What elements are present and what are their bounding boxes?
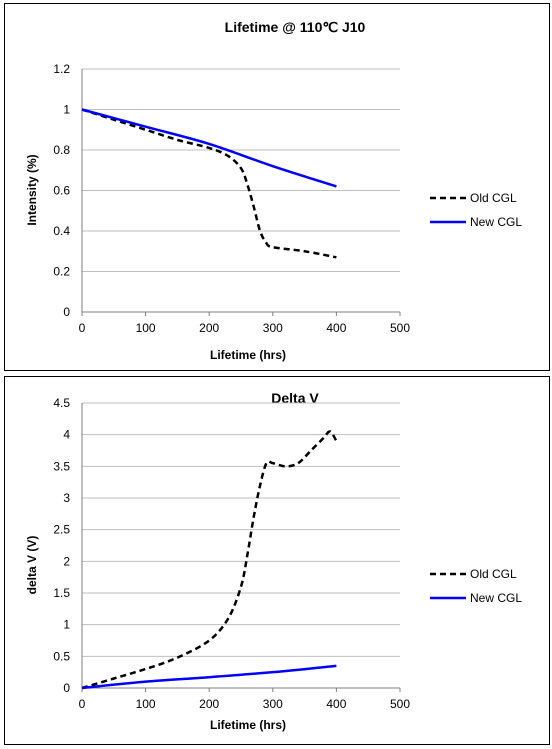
x-tick-label: 500 — [390, 697, 410, 711]
y-tick-label: 0 — [63, 305, 70, 319]
x-tick-label: 0 — [79, 321, 86, 335]
x-tick-label: 300 — [263, 321, 283, 335]
x-tick-label: 200 — [199, 321, 219, 335]
chart-panel-delta-v: Delta V Lifetime (hrs) delta V (V) 0 0.5 1… — [4, 376, 550, 745]
x-tick-label: 400 — [326, 321, 346, 335]
series-line-old-cgl — [82, 110, 336, 258]
chart-title: Delta V — [271, 390, 319, 406]
series-line-new-cgl — [82, 666, 336, 688]
y-tick-label: 4.5 — [53, 396, 70, 410]
series-line-old-cgl — [82, 431, 336, 688]
x-tick-label: 400 — [326, 697, 346, 711]
y-tick-label: 1 — [63, 618, 70, 632]
plot-area: 0 0.5 1 1.5 2 2.5 3 3.5 4 4.5 0 100 200 300 400 500 — [53, 396, 410, 711]
y-tick-label: 4 — [63, 428, 70, 442]
y-tick-label: 0.4 — [53, 224, 70, 238]
y-tick-label: 3.5 — [53, 459, 70, 473]
x-tick-label: 300 — [263, 697, 283, 711]
y-axis-label: delta V (V) — [25, 536, 39, 595]
y-tick-label: 0.6 — [53, 184, 70, 198]
x-tick-label: 0 — [79, 697, 86, 711]
x-tick-label: 500 — [390, 321, 410, 335]
legend-label: New CGL — [470, 591, 522, 605]
y-tick-label: 1.2 — [53, 62, 70, 76]
y-tick-label: 0.5 — [53, 649, 70, 663]
chart-panel-lifetime: Lifetime @ 110℃ J10 Lifetime (hrs) Inten… — [4, 3, 550, 371]
chart-title: Lifetime @ 110℃ J10 — [225, 19, 366, 35]
plot-area: 0 0.2 0.4 0.6 0.8 1 1.2 0 100 200 300 400 500 — [53, 62, 410, 335]
y-tick-label: 0.8 — [53, 143, 70, 157]
y-tick-label: 3 — [63, 491, 70, 505]
legend-label: Old CGL — [470, 567, 517, 581]
x-axis-label: Lifetime (hrs) — [210, 718, 286, 732]
legend: Old CGL New CGL — [430, 567, 522, 605]
legend-label: New CGL — [470, 215, 522, 229]
x-axis-label: Lifetime (hrs) — [210, 348, 286, 362]
y-tick-label: 0 — [63, 681, 70, 695]
lifetime-chart: Lifetime @ 110℃ J10 Lifetime (hrs) Inten… — [5, 4, 551, 372]
delta-v-chart: Delta V Lifetime (hrs) delta V (V) 0 0.5 1… — [5, 377, 551, 746]
y-tick-label: 1 — [63, 103, 70, 117]
y-tick-label: 0.2 — [53, 265, 70, 279]
y-tick-label: 2.5 — [53, 523, 70, 537]
x-tick-label: 100 — [136, 321, 156, 335]
y-axis-label: Intensity (%) — [25, 154, 39, 225]
x-tick-label: 200 — [199, 697, 219, 711]
legend-label: Old CGL — [470, 191, 517, 205]
x-tick-label: 100 — [136, 697, 156, 711]
y-tick-label: 1.5 — [53, 586, 70, 600]
y-tick-label: 2 — [63, 554, 70, 568]
legend: Old CGL New CGL — [430, 191, 522, 229]
